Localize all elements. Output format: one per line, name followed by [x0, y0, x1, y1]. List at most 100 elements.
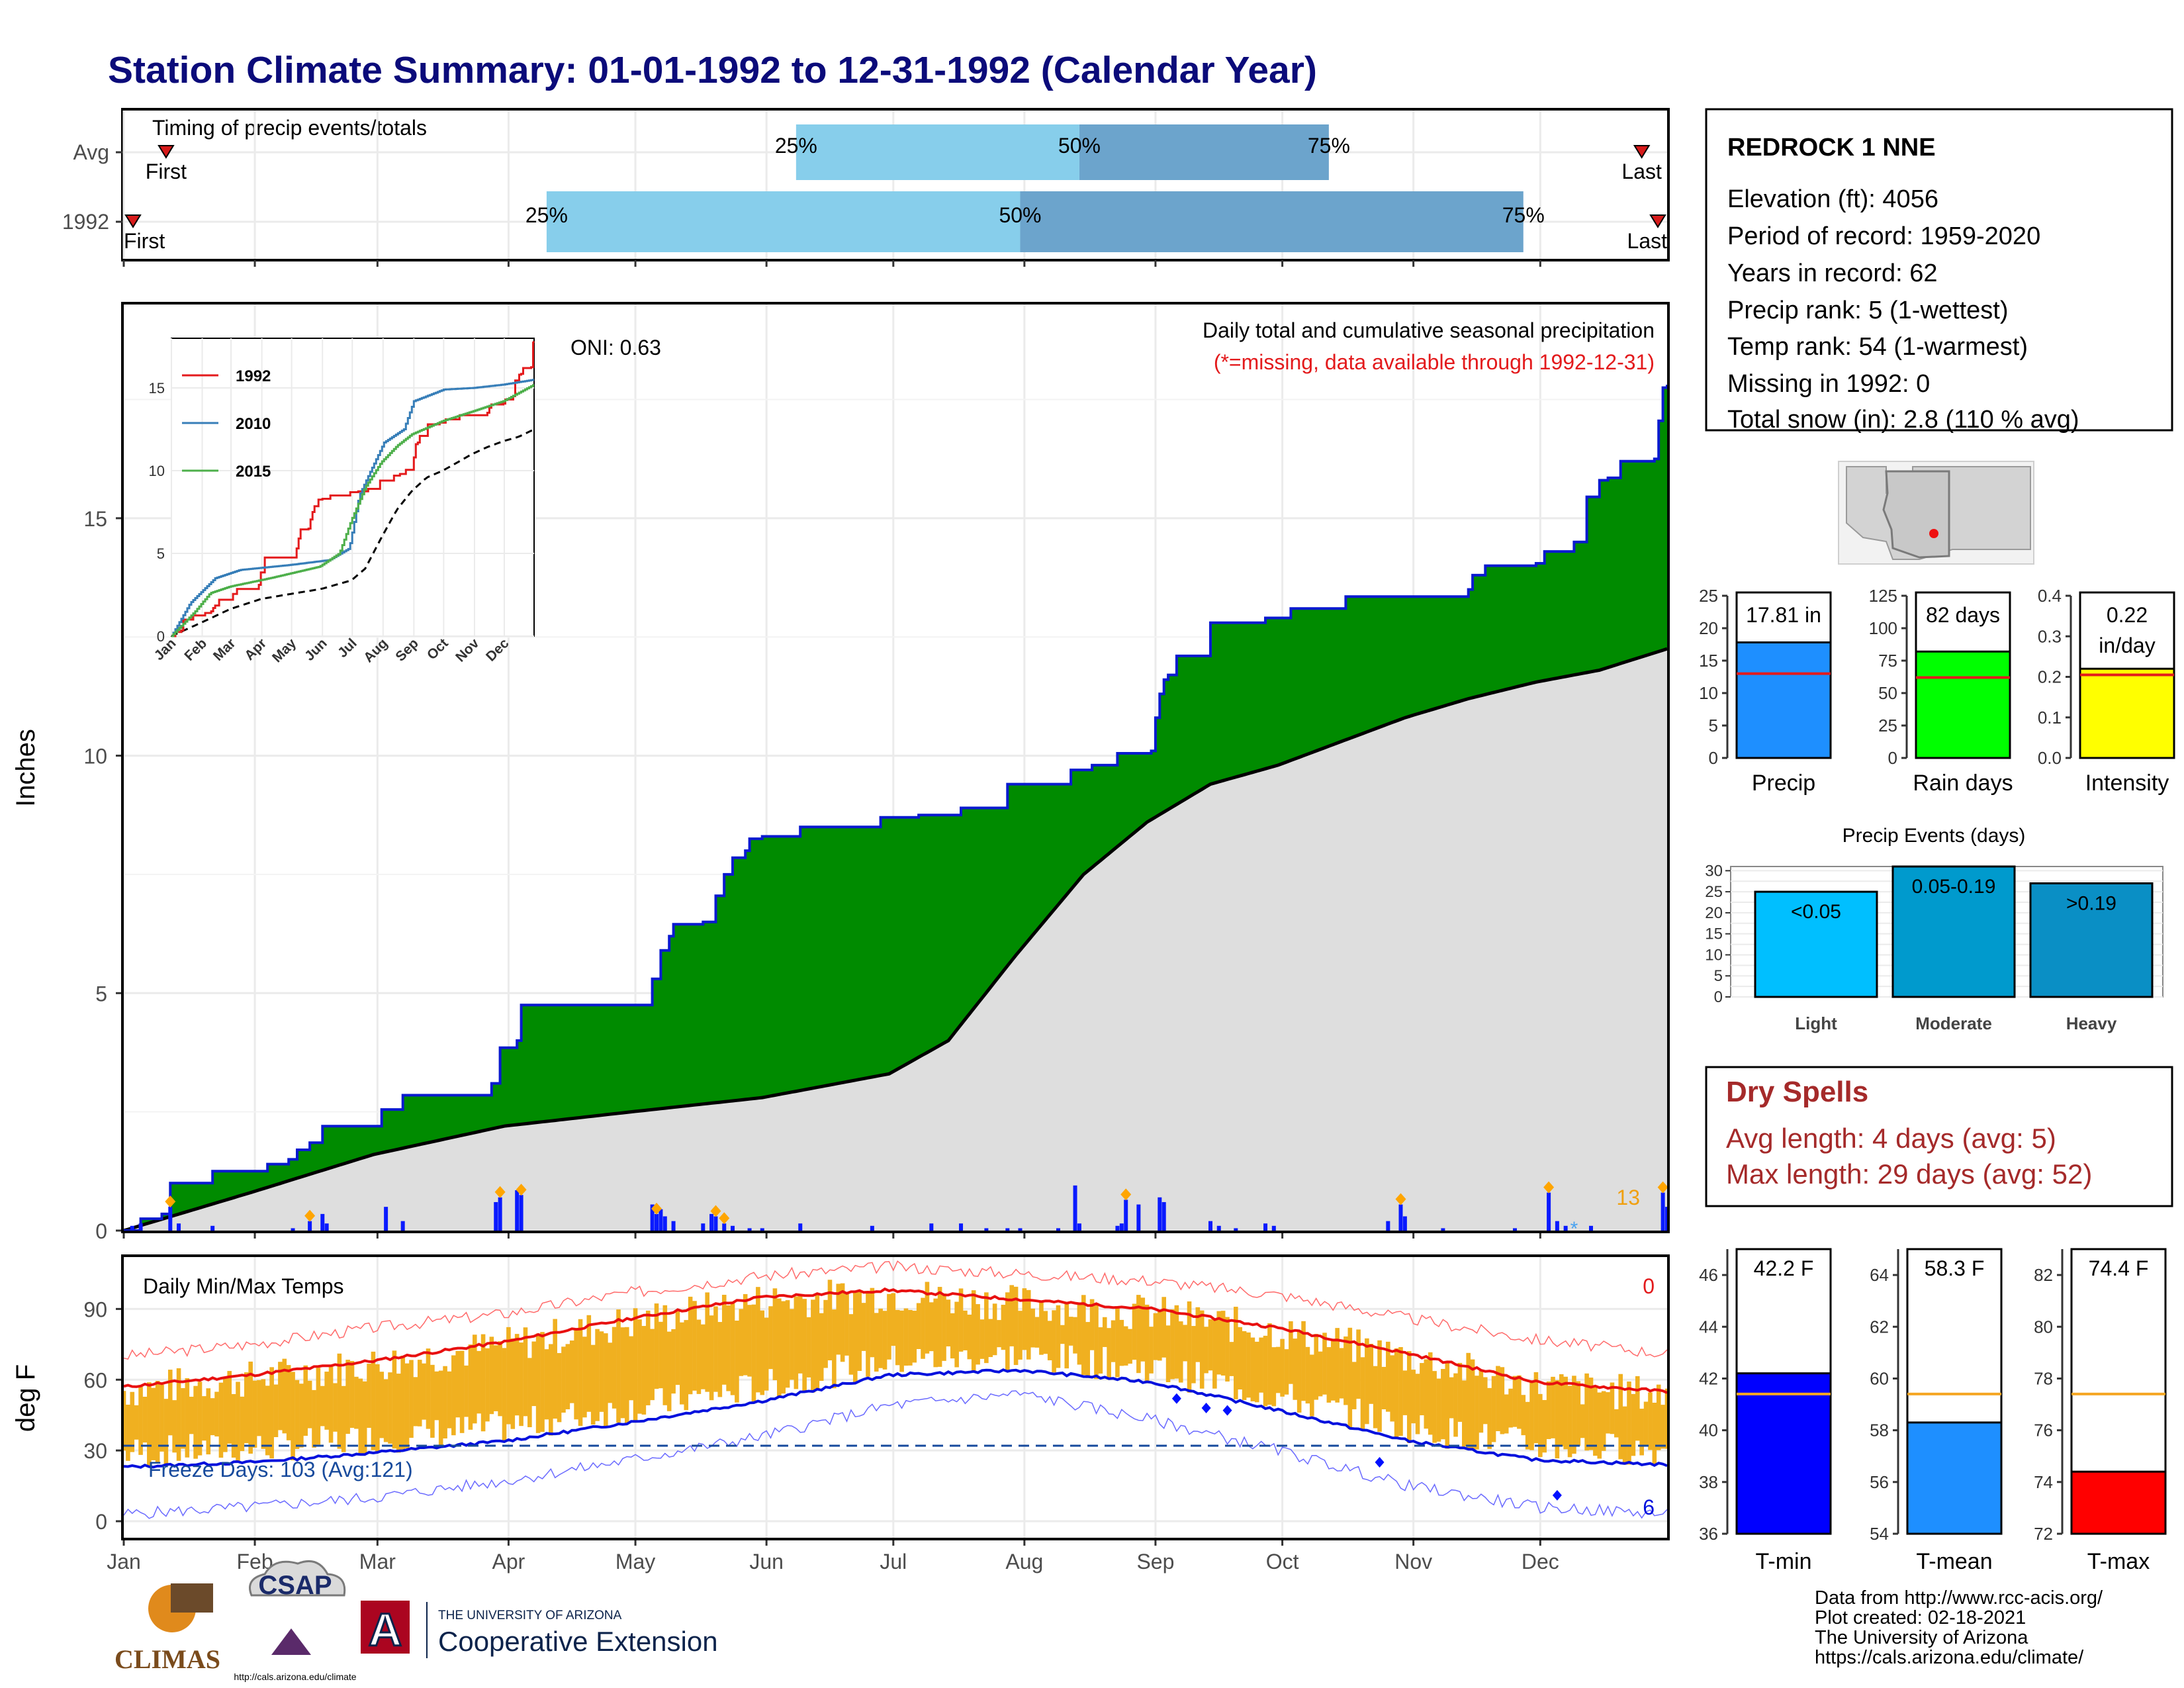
daily-temp-bar	[1533, 1372, 1539, 1444]
timing-pct-label: 75%	[1502, 203, 1545, 227]
daily-temp-bar	[1504, 1394, 1509, 1434]
daily-temp-bar	[1043, 1311, 1048, 1354]
hot-days-count: 0	[1643, 1274, 1655, 1298]
stat-y-label: 5	[1709, 716, 1718, 735]
stat-y-label: 0.2	[2038, 667, 2062, 687]
timing-bar-early-1992	[546, 191, 1021, 252]
daily-temp-bar	[1343, 1336, 1348, 1405]
daily-temp-bar	[1068, 1317, 1073, 1346]
precip-y-label: 5	[95, 982, 107, 1006]
daily-temp-bar	[477, 1350, 481, 1414]
stat-y-label: 0.1	[2038, 708, 2062, 727]
daily-temp-bar	[1199, 1310, 1205, 1389]
daily-precip-bar	[760, 1228, 764, 1231]
temp-y-label: 90	[83, 1297, 107, 1321]
daily-temp-bar	[811, 1299, 815, 1393]
daily-temp-bar	[273, 1384, 279, 1437]
timing-y-label: Avg	[73, 140, 109, 164]
daily-temp-bar	[291, 1372, 295, 1461]
daily-temp-bar	[367, 1364, 371, 1428]
record-cold-marker	[1375, 1456, 1385, 1468]
daily-temp-bar	[735, 1321, 739, 1403]
daily-temp-bar	[823, 1299, 828, 1368]
daily-temp-bar	[709, 1315, 714, 1401]
daily-temp-bar	[1001, 1305, 1006, 1350]
stat-value-label: 0.22	[2107, 603, 2148, 627]
daily-temp-bar	[988, 1319, 993, 1358]
daily-temp-bar	[912, 1311, 917, 1363]
daily-precip-bar	[1216, 1225, 1221, 1231]
daily-temp-bar	[1369, 1344, 1374, 1404]
stat-y-label: 78	[2034, 1368, 2053, 1388]
stat-y-label: 50	[1878, 683, 1897, 703]
stat-name-T-mean: T-mean	[1916, 1549, 1992, 1574]
station-name: REDROCK 1 NNE	[1727, 134, 1936, 162]
daily-temp-bar	[1161, 1297, 1167, 1358]
daily-temp-bar	[316, 1368, 321, 1445]
daily-temp-bar	[726, 1305, 731, 1391]
daily-temp-bar	[159, 1384, 164, 1452]
daily-temp-bar	[1643, 1401, 1649, 1446]
precip-y-axis-title: Inches	[11, 729, 40, 807]
daily-temp-bar	[269, 1367, 274, 1459]
average-max-line	[123, 1287, 1668, 1394]
daily-temp-bar	[514, 1334, 520, 1416]
inset-y-label: 5	[157, 545, 165, 562]
daily-temp-bar	[362, 1381, 367, 1455]
daily-temp-bar	[1144, 1304, 1150, 1383]
daily-temp-bar	[895, 1309, 900, 1366]
first-event-label: First	[124, 229, 165, 253]
daily-temp-bar	[967, 1314, 972, 1360]
heavy-precip-marker	[1657, 1181, 1668, 1194]
daily-precip-bar	[168, 1207, 173, 1231]
daily-temp-bar	[227, 1371, 232, 1444]
daily-temp-bar	[1631, 1393, 1636, 1456]
daily-temp-bar	[1178, 1321, 1183, 1383]
daily-temp-bar	[151, 1387, 156, 1460]
daily-temp-bar	[307, 1380, 312, 1429]
events-y-label: 0	[1714, 988, 1723, 1006]
daily-temp-bar	[506, 1327, 511, 1425]
daily-temp-bar	[126, 1404, 130, 1461]
daily-temp-bar	[1377, 1340, 1382, 1432]
inset-line-1992	[171, 340, 535, 637]
daily-temp-bar	[261, 1379, 266, 1449]
precip-stats-panels: 0 5 10 15 20 25 17.81 in Precip 0 25 50 75 100 125 82 …	[1699, 586, 2175, 796]
csap-url: http://cals.arizona.edu/climate	[234, 1671, 356, 1682]
daily-temp-bar	[324, 1372, 329, 1430]
daily-temp-bar	[303, 1365, 308, 1436]
stat-y-label: 20	[1699, 618, 1718, 638]
stat-y-label: 72	[2034, 1524, 2053, 1544]
daily-temp-bar	[624, 1327, 629, 1424]
daily-temp-bar	[1601, 1391, 1606, 1451]
daily-temp-bar	[1149, 1327, 1154, 1374]
daily-temp-bar	[1597, 1392, 1602, 1459]
daily-temp-bar	[921, 1297, 925, 1359]
daily-temp-bar	[1009, 1285, 1014, 1346]
daily-temp-bar	[1656, 1384, 1661, 1450]
daily-temp-bar	[1195, 1307, 1201, 1362]
station-box-frame	[1705, 108, 2173, 432]
daily-temp-bar	[489, 1336, 494, 1415]
daily-temp-bar	[1572, 1376, 1576, 1454]
daily-temp-bar	[790, 1309, 794, 1380]
daily-count-label: 13	[1616, 1186, 1640, 1209]
average-min-line	[123, 1368, 1668, 1469]
stat-y-label: 0.0	[2038, 748, 2062, 768]
daily-temp-bar	[286, 1365, 291, 1440]
daily-temp-bar	[739, 1309, 744, 1376]
daily-temp-bar	[1229, 1342, 1234, 1376]
events-y-label: 15	[1705, 925, 1723, 943]
daily-precip-bar	[747, 1228, 752, 1231]
daily-temp-bar	[392, 1350, 397, 1449]
daily-temp-bar	[341, 1385, 346, 1452]
climas-text: CLIMAS	[114, 1644, 220, 1674]
daily-temp-bar	[1039, 1301, 1044, 1355]
precip-panel: Inches * 0 5 10 15 Daily total and cumulative…	[11, 302, 1670, 1243]
daily-temp-bar	[1275, 1346, 1281, 1393]
events-y-label: 5	[1714, 967, 1723, 985]
daily-precip-bar	[1386, 1221, 1390, 1231]
daily-temp-bar	[1500, 1367, 1505, 1434]
daily-temp-bar	[1284, 1349, 1289, 1395]
daily-temp-bar	[375, 1364, 380, 1453]
